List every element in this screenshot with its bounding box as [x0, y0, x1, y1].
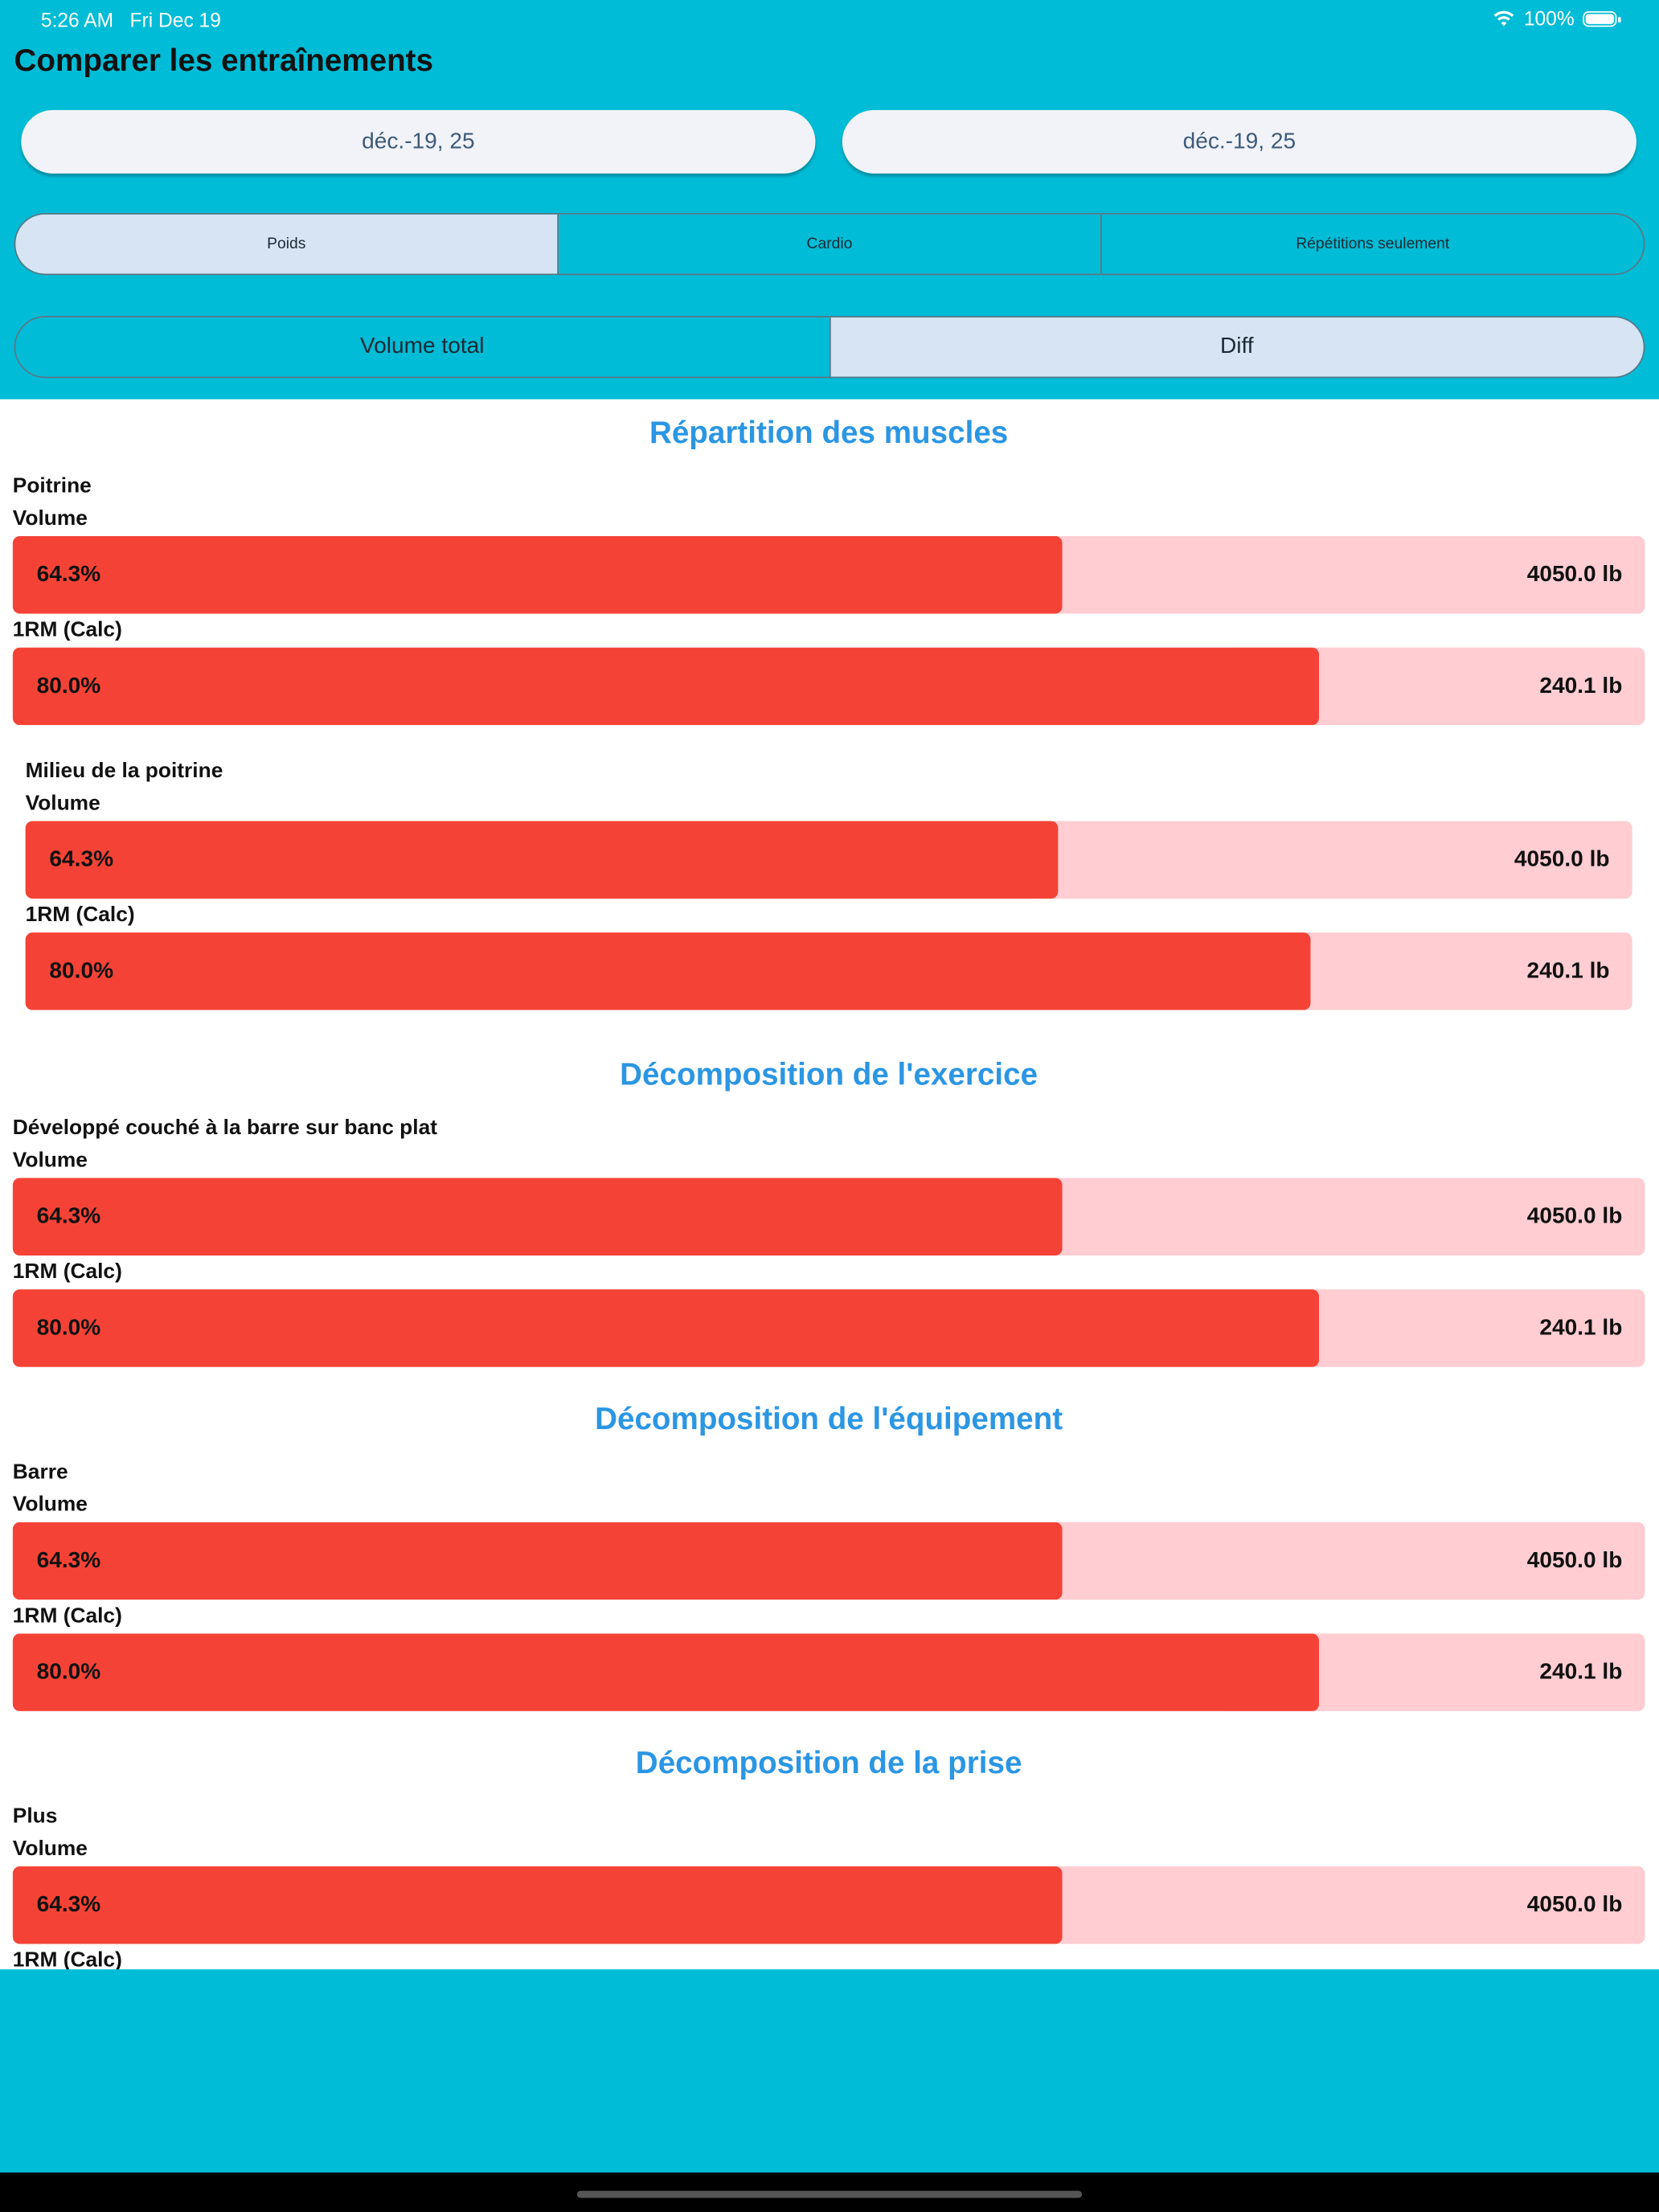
- home-bar-area: [0, 2172, 1659, 2212]
- bar-percent: 80.0%: [36, 1316, 101, 1341]
- group-name: Plus: [12, 1804, 58, 1829]
- bar-fill: [12, 1633, 1319, 1711]
- breakdown-section: Décomposition de l'équipement Barre Volume…: [12, 1386, 1645, 1711]
- sub-group: Milieu de la poitrine Volume 64.3% 4050.0 l…: [13, 743, 1645, 1023]
- bar-percent: 64.3%: [36, 1549, 101, 1573]
- tab-volume-total[interactable]: Volume total: [15, 317, 830, 377]
- end-date-button[interactable]: déc.-19, 25: [842, 109, 1636, 174]
- comparison-bar: 80.0% 240.1 lb: [25, 932, 1632, 1010]
- comparison-bar: 64.3% 4050.0 lb: [12, 535, 1645, 614]
- metric-label: Volume: [12, 1492, 88, 1517]
- status-time: 5:26 AM Fri Dec 19: [41, 9, 221, 31]
- metric-label: Volume: [12, 506, 88, 530]
- metric-label: 1RM (Calc): [12, 1260, 122, 1284]
- breakdown-section: Décomposition de l'exercice Développé cou…: [12, 1041, 1645, 1367]
- comparison-bar: 80.0% 240.1 lb: [12, 1633, 1645, 1711]
- group-name: Poitrine: [12, 473, 92, 498]
- bar-value: 4050.0 lb: [1526, 1204, 1623, 1229]
- breakdown-group: Plus Volume 64.3% 4050.0 lb 1RM (Calc): [12, 1800, 1645, 1970]
- bar-percent: 64.3%: [36, 1893, 101, 1918]
- comparison-bar: 80.0% 240.1 lb: [12, 1289, 1645, 1367]
- tab-repetitions[interactable]: Répétitions seulement: [1296, 236, 1450, 253]
- comparison-scroll-area[interactable]: Répartition des muscles Poitrine Volume 64.…: [0, 399, 1659, 1970]
- bar-value: 4050.0 lb: [1514, 847, 1610, 872]
- bar-fill: [12, 535, 1063, 614]
- page-title: Comparer les entraînements: [14, 42, 434, 78]
- comparison-bar: 64.3% 4050.0 lb: [12, 1866, 1645, 1944]
- section-title: Décomposition de la prise: [635, 1745, 1022, 1780]
- breakdown-group: Poitrine Volume 64.3% 4050.0 lb 1RM (Calc) 80…: [12, 469, 1645, 726]
- breakdown-group: Développé couché à la barre sur banc pla…: [12, 1112, 1645, 1367]
- bar-value: 240.1 lb: [1539, 1316, 1623, 1341]
- section-title: Décomposition de l'exercice: [620, 1056, 1038, 1092]
- section-title: Décomposition de l'équipement: [595, 1400, 1063, 1436]
- section-title: Répartition des muscles: [649, 414, 1009, 450]
- metric-label: Volume: [12, 1148, 88, 1173]
- mode-tabs: Volume total Diff: [14, 316, 1645, 379]
- bar-value: 240.1 lb: [1526, 959, 1610, 984]
- comparison-bar: 64.3% 4050.0 lb: [12, 1522, 1645, 1600]
- bar-percent: 80.0%: [36, 1660, 101, 1685]
- wifi-icon: [1493, 10, 1514, 27]
- battery-icon: [1583, 10, 1621, 27]
- group-name: Milieu de la poitrine: [25, 759, 223, 784]
- bar-percent: 64.3%: [36, 1204, 101, 1229]
- time: 5:26 AM: [40, 8, 114, 31]
- bar-fill: [12, 647, 1319, 726]
- breakdown-section: Répartition des muscles Poitrine Volume 64.…: [12, 399, 1645, 1023]
- status-bar: 5:26 AM Fri Dec 19 100%: [0, 6, 1659, 34]
- tab-diff[interactable]: Diff: [830, 317, 1644, 377]
- bar-value: 4050.0 lb: [1526, 563, 1623, 588]
- metric-label: Volume: [25, 791, 100, 816]
- metric-label: 1RM (Calc): [12, 617, 122, 642]
- bar-fill: [12, 1522, 1063, 1600]
- comparison-bar: 80.0% 240.1 lb: [12, 647, 1645, 726]
- bar-fill: [25, 821, 1059, 899]
- date: Fri Dec 19: [129, 8, 221, 31]
- metric-label: 1RM (Calc): [25, 903, 135, 928]
- metric-label: Volume: [12, 1837, 88, 1861]
- workout-type-tabs: Poids Cardio Répétitions seulement: [14, 213, 1645, 276]
- tab-poids[interactable]: Poids: [15, 214, 559, 274]
- tab-cardio[interactable]: Cardio: [559, 214, 1102, 274]
- comparison-bar: 64.3% 4050.0 lb: [25, 821, 1632, 899]
- bar-percent: 64.3%: [36, 563, 101, 588]
- status-right: 100%: [1493, 6, 1621, 30]
- bar-value: 240.1 lb: [1539, 1660, 1623, 1685]
- bar-value: 4050.0 lb: [1526, 1893, 1623, 1918]
- start-date-button[interactable]: déc.-19, 25: [21, 109, 816, 174]
- bar-percent: 80.0%: [36, 674, 101, 698]
- metric-label: 1RM (Calc): [12, 1948, 122, 1970]
- breakdown-group: Barre Volume 64.3% 4050.0 lb 1RM (Calc) 80.0%…: [12, 1456, 1645, 1711]
- group-name: Développé couché à la barre sur banc pla…: [12, 1116, 437, 1141]
- metric-label: 1RM (Calc): [12, 1604, 122, 1628]
- bar-value: 4050.0 lb: [1526, 1549, 1623, 1573]
- breakdown-section: Décomposition de la prise Plus Volume 64.3%…: [12, 1730, 1645, 1970]
- comparison-bar: 64.3% 4050.0 lb: [12, 1178, 1645, 1256]
- group-name: Barre: [12, 1460, 68, 1485]
- bar-fill: [12, 1866, 1063, 1944]
- bar-fill: [12, 1178, 1063, 1256]
- bar-fill: [12, 1289, 1319, 1367]
- bar-fill: [25, 932, 1311, 1010]
- home-indicator[interactable]: [576, 2190, 1083, 2198]
- bar-percent: 64.3%: [49, 847, 114, 872]
- bar-percent: 80.0%: [49, 959, 114, 984]
- bar-value: 240.1 lb: [1539, 674, 1623, 698]
- battery-percent: 100%: [1523, 6, 1575, 30]
